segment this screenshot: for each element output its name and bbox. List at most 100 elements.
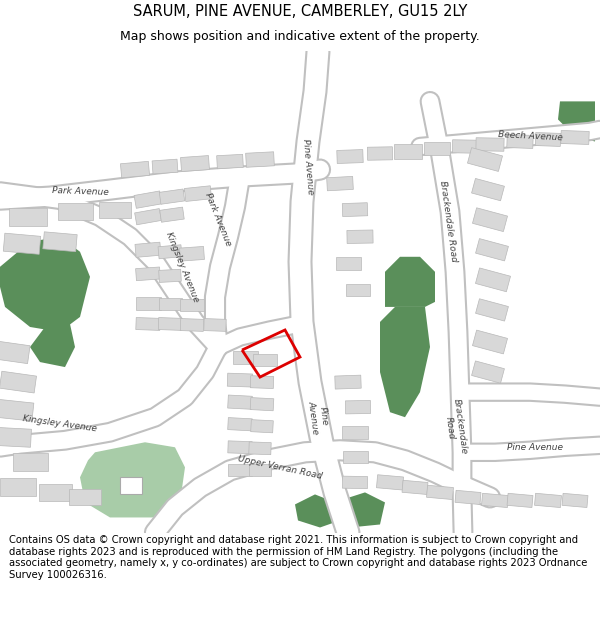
- Polygon shape: [233, 351, 257, 364]
- Polygon shape: [136, 318, 160, 331]
- Polygon shape: [135, 242, 161, 258]
- Polygon shape: [507, 493, 533, 508]
- Polygon shape: [136, 267, 160, 281]
- Polygon shape: [181, 156, 209, 171]
- Polygon shape: [562, 493, 588, 508]
- Polygon shape: [152, 159, 178, 174]
- Polygon shape: [0, 341, 30, 364]
- Polygon shape: [0, 237, 90, 332]
- Polygon shape: [9, 208, 47, 226]
- Polygon shape: [472, 361, 505, 383]
- Polygon shape: [134, 191, 162, 208]
- Polygon shape: [475, 268, 511, 292]
- Text: Upper Verran Road: Upper Verran Road: [237, 454, 323, 481]
- Polygon shape: [337, 149, 363, 164]
- Polygon shape: [228, 464, 252, 476]
- Polygon shape: [160, 207, 184, 222]
- Polygon shape: [472, 179, 505, 201]
- Text: Map shows position and indicative extent of the property.: Map shows position and indicative extent…: [120, 31, 480, 43]
- Polygon shape: [13, 453, 47, 471]
- Polygon shape: [467, 148, 503, 171]
- Polygon shape: [227, 373, 253, 387]
- Text: Park Avenue: Park Avenue: [203, 192, 233, 248]
- Polygon shape: [476, 239, 508, 261]
- Polygon shape: [204, 319, 226, 331]
- Polygon shape: [476, 299, 508, 321]
- Polygon shape: [99, 202, 131, 217]
- Polygon shape: [43, 232, 77, 252]
- Polygon shape: [0, 478, 36, 496]
- Polygon shape: [535, 493, 562, 508]
- Polygon shape: [251, 419, 273, 432]
- Polygon shape: [69, 489, 101, 506]
- Polygon shape: [180, 299, 204, 311]
- Polygon shape: [424, 142, 450, 155]
- Polygon shape: [158, 245, 182, 259]
- Polygon shape: [121, 161, 149, 177]
- Polygon shape: [134, 209, 161, 225]
- Polygon shape: [58, 203, 92, 220]
- Polygon shape: [158, 318, 182, 331]
- Text: Kingsley Avenue: Kingsley Avenue: [22, 414, 98, 434]
- Text: Pine Avenue: Pine Avenue: [507, 442, 563, 452]
- Text: Beech Avenue: Beech Avenue: [497, 130, 563, 142]
- Polygon shape: [455, 491, 481, 504]
- Polygon shape: [3, 233, 41, 254]
- Polygon shape: [136, 298, 161, 311]
- Polygon shape: [342, 426, 368, 439]
- Polygon shape: [346, 284, 370, 296]
- Polygon shape: [250, 398, 274, 411]
- Polygon shape: [385, 257, 435, 307]
- Polygon shape: [335, 258, 361, 271]
- Polygon shape: [228, 418, 252, 431]
- Polygon shape: [343, 476, 368, 489]
- Polygon shape: [217, 154, 244, 169]
- Polygon shape: [30, 324, 75, 367]
- Polygon shape: [180, 319, 204, 331]
- Polygon shape: [561, 131, 589, 144]
- Polygon shape: [335, 375, 361, 389]
- Polygon shape: [346, 401, 371, 414]
- Polygon shape: [342, 202, 368, 217]
- Polygon shape: [0, 399, 34, 421]
- Polygon shape: [184, 186, 212, 201]
- Polygon shape: [343, 451, 367, 463]
- Polygon shape: [452, 140, 478, 153]
- Polygon shape: [159, 269, 181, 282]
- Text: Pine
Avenue: Pine Avenue: [306, 399, 330, 436]
- Polygon shape: [227, 395, 253, 409]
- Polygon shape: [250, 376, 274, 389]
- Text: Brackendale
Road: Brackendale Road: [442, 398, 469, 456]
- Polygon shape: [228, 441, 252, 454]
- Polygon shape: [245, 152, 274, 168]
- Polygon shape: [394, 144, 422, 159]
- Text: Park Avenue: Park Avenue: [52, 186, 109, 197]
- Polygon shape: [249, 442, 271, 454]
- Polygon shape: [80, 442, 185, 518]
- Polygon shape: [0, 371, 37, 393]
- Polygon shape: [476, 138, 504, 151]
- Polygon shape: [367, 147, 392, 160]
- Polygon shape: [326, 176, 353, 191]
- Text: Brackendale Road: Brackendale Road: [438, 181, 458, 263]
- Polygon shape: [427, 485, 454, 499]
- Polygon shape: [295, 494, 340, 528]
- Polygon shape: [253, 354, 277, 366]
- Polygon shape: [472, 208, 508, 232]
- Polygon shape: [558, 101, 595, 141]
- Text: SARUM, PINE AVENUE, CAMBERLEY, GU15 2LY: SARUM, PINE AVENUE, CAMBERLEY, GU15 2LY: [133, 4, 467, 19]
- Polygon shape: [0, 428, 31, 448]
- Text: Contains OS data © Crown copyright and database right 2021. This information is : Contains OS data © Crown copyright and d…: [9, 535, 587, 580]
- Polygon shape: [507, 134, 533, 149]
- Polygon shape: [347, 230, 373, 244]
- Polygon shape: [38, 484, 71, 501]
- Polygon shape: [159, 189, 185, 204]
- Polygon shape: [472, 330, 508, 354]
- Polygon shape: [158, 298, 182, 310]
- Polygon shape: [338, 492, 385, 528]
- Polygon shape: [535, 132, 561, 146]
- Polygon shape: [376, 475, 404, 490]
- Polygon shape: [380, 307, 430, 418]
- Polygon shape: [179, 246, 205, 261]
- Text: Kingsley Avenue: Kingsley Avenue: [164, 231, 200, 303]
